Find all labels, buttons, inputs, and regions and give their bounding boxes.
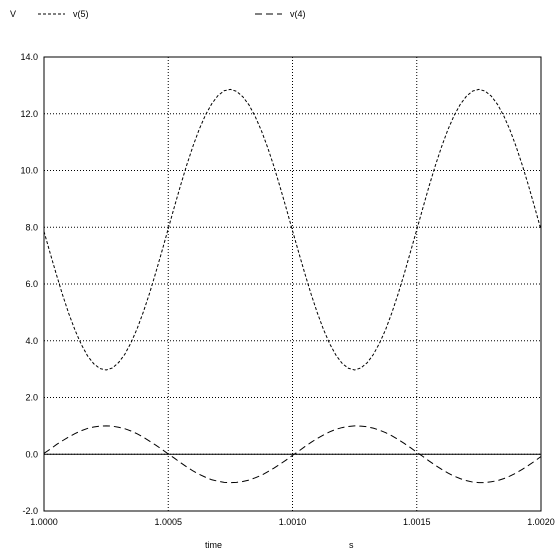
y-tick-label: 6.0 (25, 279, 38, 289)
legend: v(5) v(4) (38, 9, 306, 19)
series-line-v5 (43, 88, 542, 371)
y-tick-labels: -2.0 0.0 2.0 4.0 6.0 8.0 10.0 12.0 14.0 (20, 52, 38, 516)
legend-label: v(5) (73, 9, 89, 19)
y-tick-label: 8.0 (25, 222, 38, 232)
series-group (43, 88, 542, 484)
y-tick-label: 10.0 (20, 166, 38, 176)
y-tick-label: 0.0 (25, 449, 38, 459)
x-tick-label: 1.0015 (403, 517, 431, 527)
y-tick-label: -2.0 (22, 506, 38, 516)
x-tick-label: 1.0000 (30, 517, 58, 527)
x-axis-label: time (205, 540, 222, 550)
y-tick-label: 4.0 (25, 336, 38, 346)
plot-frame (43, 56, 542, 512)
x-tick-label: 1.0020 (527, 517, 555, 527)
x-axis-unit: s (349, 540, 354, 550)
y-tick-label: 2.0 (25, 393, 38, 403)
legend-label: v(4) (290, 9, 306, 19)
y-tick-label: 12.0 (20, 109, 38, 119)
x-tick-label: 1.0010 (279, 517, 307, 527)
x-tick-label: 1.0005 (154, 517, 182, 527)
y-tick-label: 14.0 (20, 52, 38, 62)
y-axis-unit: V (10, 9, 16, 19)
series-line-v4 (43, 425, 542, 484)
x-tick-labels: 1.0000 1.0005 1.0010 1.0015 1.0020 (30, 517, 555, 527)
